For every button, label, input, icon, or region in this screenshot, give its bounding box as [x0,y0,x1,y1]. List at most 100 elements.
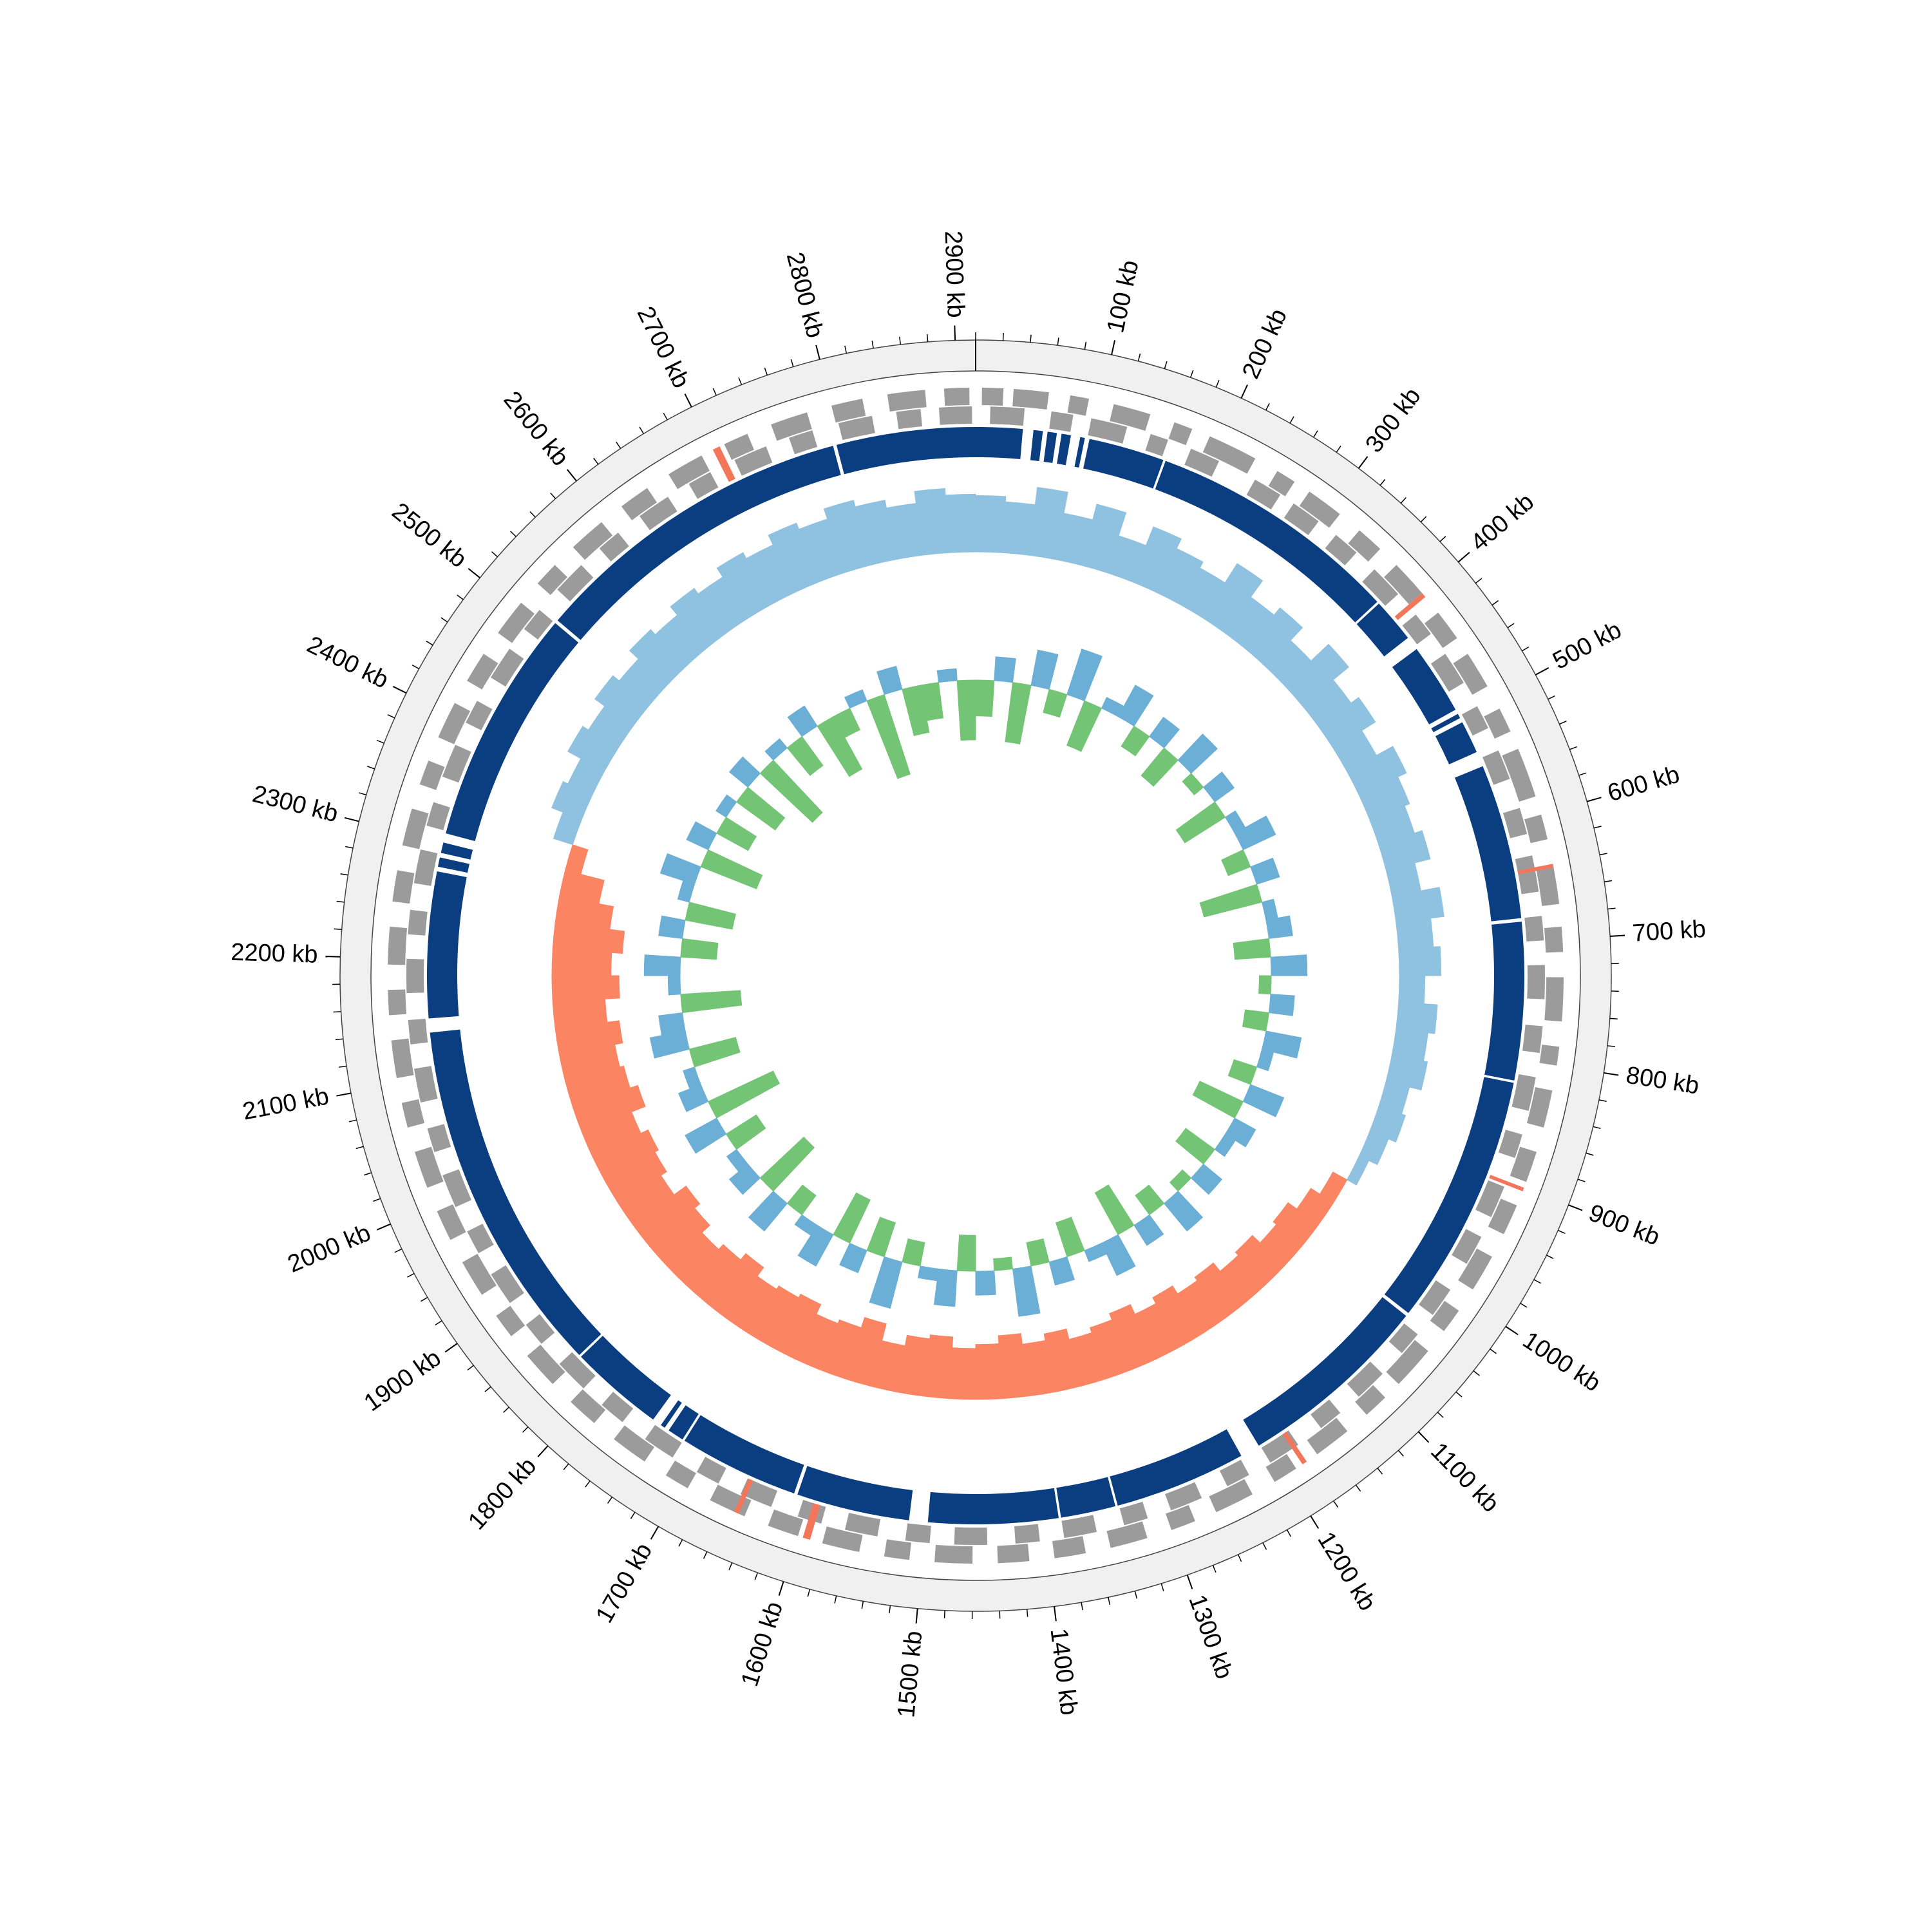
minor-tick [1160,1583,1164,1591]
gc-content-bar [975,1270,996,1296]
gc-content-bar [1043,688,1068,718]
minor-tick [421,1296,428,1302]
gc-content-bar [1141,747,1179,787]
minor-tick [440,617,448,623]
minor-tick [426,640,433,646]
contig [1110,1429,1242,1506]
minor-tick [457,594,464,600]
gc-skew-bar [771,1293,822,1360]
contig [1356,603,1408,657]
gc-content-bar [735,786,786,831]
major-tick [778,1581,784,1596]
gene-reverse [1283,503,1319,536]
gene-reverse [1049,411,1074,432]
major-tick [1111,340,1115,355]
gene-reverse [645,1425,682,1458]
gene-forward [668,455,710,489]
minor-tick [1609,1018,1618,1019]
contig [1484,922,1524,1081]
gc-skew-bar [591,1129,659,1180]
minor-tick [484,1386,491,1392]
minor-tick [1593,826,1602,829]
minor-tick [1189,370,1194,378]
minor-tick [529,511,536,518]
minor-tick [1559,720,1567,725]
minor-tick [1492,600,1499,606]
minor-tick [412,665,420,670]
minor-tick [394,1248,402,1253]
gc-content-bar [1133,1214,1164,1246]
gc-content-bar [797,1224,834,1267]
contig [976,427,1023,459]
tick-label: 2400 kb [303,631,393,694]
minor-tick [607,1497,613,1504]
major-tick [537,1445,549,1457]
gc-content-bar [975,679,995,717]
gene-reverse [1461,706,1489,736]
gc-content-bar [1066,700,1103,752]
tick-label: 2000 kb [284,1219,375,1278]
gene-forward [498,602,535,643]
minor-tick [616,442,621,449]
gc-content-bar [1030,649,1059,690]
minor-tick [1400,497,1406,504]
minor-tick [1490,1349,1497,1354]
contig [684,1415,804,1493]
gene-forward [884,1539,911,1560]
gc-content-bar [876,665,903,696]
gc-skew-bar [552,922,625,954]
gene-reverse [413,1066,438,1103]
gene-forward [665,1460,696,1488]
gc-content-bar [1270,954,1308,976]
contig [440,842,473,860]
gene-forward [1484,708,1511,739]
minor-tick [1475,578,1482,584]
gene-forward [388,926,408,965]
gene-reverse [1527,965,1545,999]
minor-tick [1164,361,1168,369]
gc-content-bar [1265,915,1293,940]
tick-label: 1900 kb [359,1345,446,1417]
minor-tick [407,1273,415,1278]
gc-skew-bar [998,1333,1030,1399]
gene-reverse [559,1352,596,1388]
gc-content-bar [1012,1265,1041,1317]
contig [557,446,841,640]
contig [1455,766,1522,922]
gc-skew-bar [1152,1285,1204,1348]
gene-reverse [1184,448,1220,477]
gene-reverse [442,744,471,783]
gene-forward [1268,471,1295,497]
gene-forward [1106,1521,1148,1548]
gc-content-bar [659,853,701,885]
minor-tick [491,551,498,558]
tick-label: 800 kb [1624,1062,1701,1100]
tick-label: 2100 kb [240,1083,331,1125]
minor-tick [1558,1229,1566,1234]
minor-tick [1379,478,1386,486]
gene-reverse [789,430,818,455]
gc-content-bar [1250,857,1280,885]
major-tick [336,1092,352,1097]
minor-tick [1397,1450,1404,1457]
gene-forward [1110,404,1151,431]
gc-content-bar [1190,1163,1222,1195]
minor-tick [1607,907,1616,910]
minor-tick [834,1595,837,1604]
contig [1030,430,1043,462]
minor-tick [871,340,874,348]
gene-forward [496,1305,526,1336]
gc-content-bar [667,975,681,996]
minor-tick [1420,516,1427,523]
minor-tick [1599,853,1607,856]
minor-tick [363,1172,372,1176]
gene-reverse [1246,479,1281,510]
major-tick [1417,1431,1430,1443]
minor-tick [703,1551,708,1559]
minor-tick [1548,695,1555,700]
gc-content-bar [1163,1190,1204,1232]
gene-forward [1209,1479,1253,1513]
minor-tick [1215,379,1220,388]
minor-tick [1237,1554,1242,1562]
gene-forward [1502,748,1536,802]
